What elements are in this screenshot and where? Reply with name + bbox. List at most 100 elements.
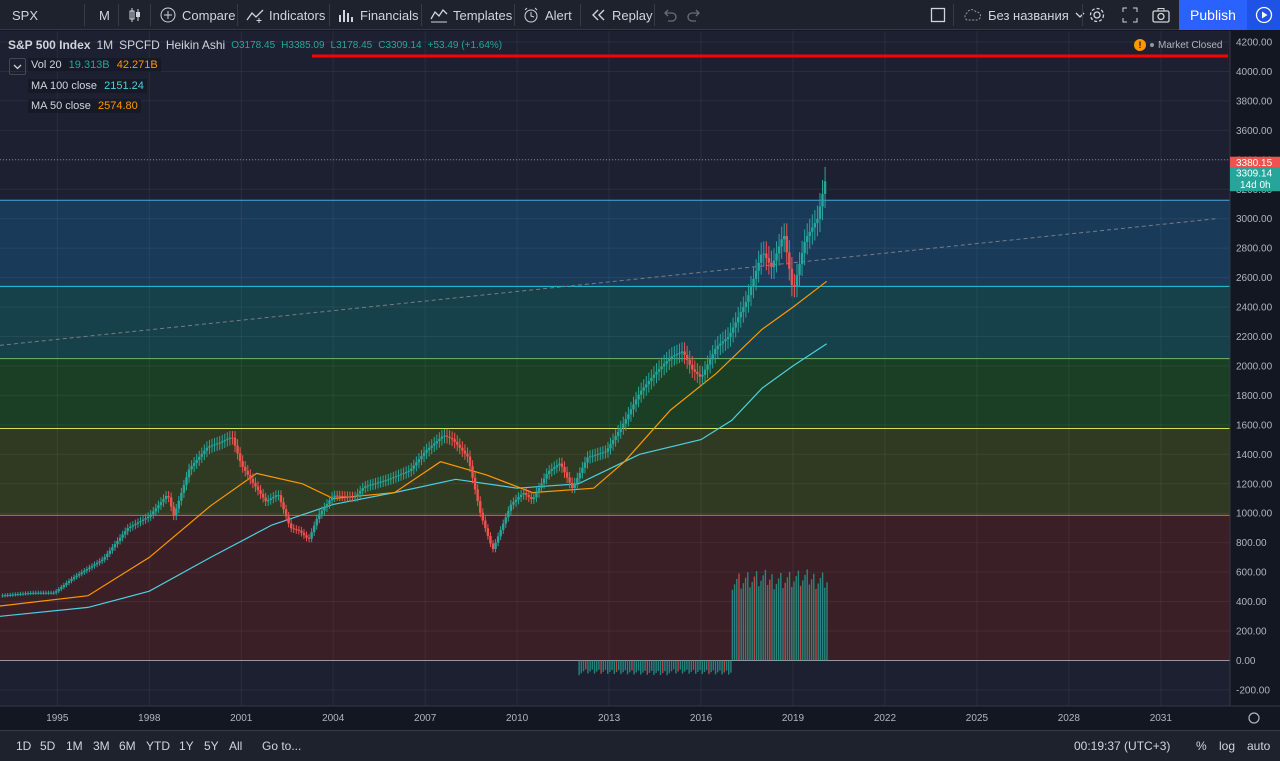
alert-button[interactable]: Alert [523,0,572,30]
cloud-icon [964,9,981,21]
collapse-legend-button[interactable] [9,58,26,75]
candle-body [261,493,265,498]
candle-body [98,561,101,563]
price-tick-label: 4000.00 [1236,67,1273,78]
candle-body [246,470,249,475]
goto-button[interactable]: Go to... [262,731,301,761]
volume-bar [731,589,734,661]
candle-body [749,287,753,296]
candle-body [146,516,150,519]
symbol-search[interactable]: SPX [12,0,38,30]
candle-body [693,369,696,372]
time-tick-label: 2013 [598,713,621,724]
volume-bar [708,660,710,675]
clock[interactable]: 00:19:37 (UTC+3) [1074,731,1170,761]
volume-bar [777,578,780,661]
price-chart[interactable]: 4200.004000.003800.003600.003400.003200.… [0,31,1280,730]
candle-body [522,492,525,495]
layout-menu[interactable]: Без названия [962,0,1085,30]
candle-body [578,472,582,479]
chart-type-button[interactable] [128,0,142,30]
axis-settings-icon[interactable] [1248,712,1260,724]
candle-body [823,181,827,194]
candle-body [131,525,135,527]
legend-title[interactable]: S&P 500 Index [8,38,91,52]
candle-body [808,231,811,237]
candle-body [241,461,244,467]
candle-body [788,252,791,269]
candle-body [624,419,628,424]
indicator-ma100[interactable]: MA 100 close 2151.24 [28,79,147,93]
range-button-5y[interactable]: 5Y [204,739,219,753]
candles-icon [129,8,140,22]
candle-body [760,254,763,263]
volume-bar [664,660,666,672]
alarm-clock-icon [524,7,538,23]
settings-button[interactable] [1088,0,1106,30]
interval-button[interactable]: M [99,0,110,30]
candle-body [494,542,497,549]
replay-button[interactable]: Replay [590,0,652,30]
candle-body [767,258,771,263]
candle-body [333,495,336,498]
candle-body [512,502,515,505]
auto-toggle[interactable]: auto [1247,731,1270,761]
publish-button[interactable]: Publish [1179,0,1247,30]
fullscreen-toggle[interactable] [930,0,946,30]
undo-button[interactable] [662,0,678,30]
candle-body [627,414,630,420]
percent-toggle[interactable]: % [1196,731,1207,761]
volume-bar [602,660,605,672]
candle-body [236,445,239,454]
volume-bar [717,660,719,673]
candle-body [277,495,280,497]
redo-button[interactable] [686,0,702,30]
volume-bar [740,588,742,661]
volume-bar [817,583,819,661]
play-button[interactable] [1247,0,1280,30]
range-button-ytd[interactable]: YTD [146,739,170,753]
candle-body [525,492,528,495]
compare-button[interactable]: Compare [160,0,235,30]
indicator-name: MA 50 close [31,100,91,112]
candle-body [185,477,188,486]
indicator-ma50[interactable]: MA 50 close 2574.80 [28,99,141,113]
expand-button[interactable] [1122,0,1138,30]
volume-bar [618,660,620,671]
templates-button[interactable]: Templates [430,0,512,30]
indicators-button[interactable]: Indicators [246,0,325,30]
candle-body [706,364,709,370]
candle-body [609,444,612,449]
candle-body [208,446,211,448]
candle-body [292,528,295,530]
volume-bar [692,660,695,670]
range-button-1y[interactable]: 1Y [179,739,194,753]
financials-button[interactable]: Financials [338,0,419,30]
range-button-1d[interactable]: 1D [16,739,32,753]
candle-body [404,472,408,474]
log-toggle[interactable]: log [1219,731,1235,761]
range-button-3m[interactable]: 3M [93,739,110,753]
indicator-volume[interactable]: Vol 20 19.313B 42.271B [28,58,161,72]
price-tick-label: 4200.00 [1236,38,1273,49]
candle-body [514,499,518,503]
volume-bar [760,580,762,661]
candle-body [650,377,653,382]
candle-body [312,525,316,533]
range-button-5d[interactable]: 5D [40,739,56,753]
candle-body [688,359,691,365]
range-button-all[interactable]: All [229,739,243,753]
candle-body [591,455,594,457]
market-status: ! Market Closed [1134,39,1222,51]
volume-bar [620,660,622,675]
range-button-6m[interactable]: 6M [119,739,136,753]
volume-bar [802,580,804,661]
time-tick-label: 2004 [322,713,345,724]
range-button-1m[interactable]: 1M [66,739,83,753]
candle-body [54,591,58,593]
snapshot-button[interactable] [1152,0,1170,30]
candle-body [182,485,186,493]
candle-body [708,359,712,365]
volume-bar [793,581,795,661]
candle-body [356,493,359,497]
